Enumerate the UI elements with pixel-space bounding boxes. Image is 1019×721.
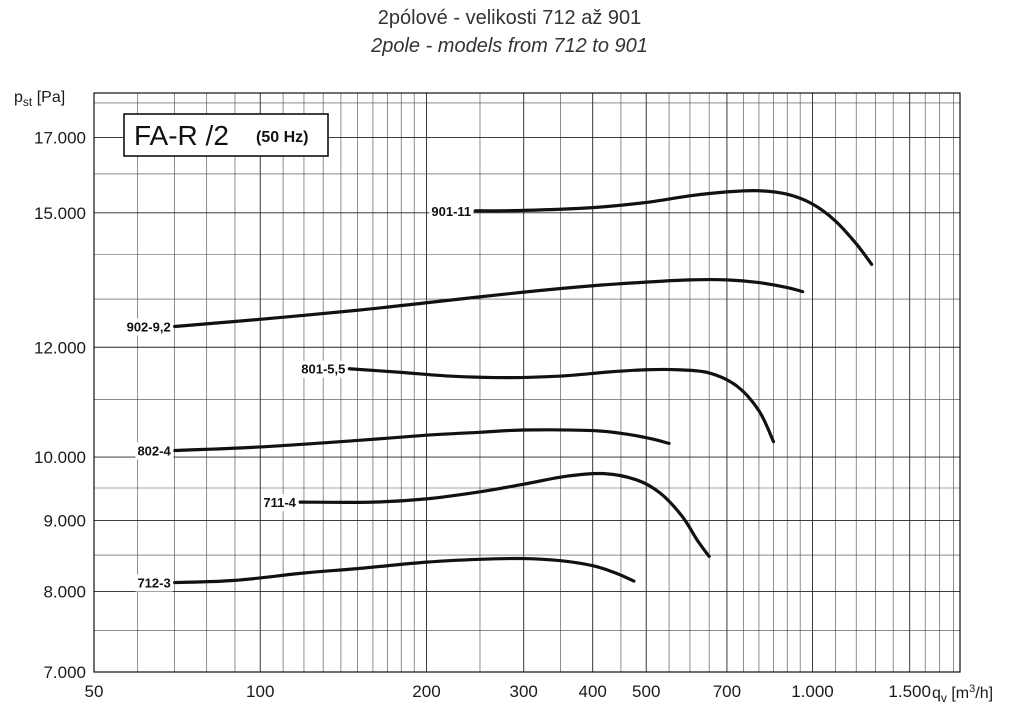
x-axis-label: qv [m3/h] [932,683,993,705]
tick-labels: 50 100 200 300 400 500 700 1.000 1.500 7.000 8.000… [34,128,931,701]
chart-title: 2pólové - velikosti 712 až 901 [377,7,642,29]
curve-801-5-5 [347,367,776,444]
curve-label-711-4: 711-4 [263,495,296,510]
curve-802-4 [173,428,671,453]
y-tick-label: 10.000 [34,448,86,467]
y-tick-label: 8.000 [43,583,86,602]
curve-711-4 [298,471,711,559]
model-box: FA-R /2 (50 Hz) [123,113,329,157]
x-axis-label-unit-sup: 3 [969,683,975,695]
y-axis-label-sub: st [23,95,33,109]
model-frequency: (50 Hz) [256,129,308,146]
curve-902-9-2 [173,277,805,329]
x-tick-label: 1.500 [888,682,931,701]
curve-712-3 [173,556,636,585]
x-tick-label: 400 [579,682,607,701]
x-tick-label: 1.000 [791,682,834,701]
x-tick-label: 500 [632,682,660,701]
curve-label-712-3: 712-3 [137,576,170,591]
y-axis-label-unit: [Pa] [32,89,65,106]
curve-label-bg [299,360,348,378]
curves: 901-11 902-9,2 801-5,5 802-4 711-4 712-3 [124,189,874,592]
y-tick-label: 12.000 [34,338,86,357]
y-tick-label: 9.000 [43,512,86,531]
curve-label-802-4: 802-4 [137,444,171,459]
x-tick-label: 700 [713,682,741,701]
chart-subtitle: 2pole - models from 712 to 901 [371,35,648,57]
x-tick-label: 200 [412,682,440,701]
y-tick-label: 15.000 [34,204,86,223]
y-tick-label: 7.000 [43,663,86,682]
y-axis-label: pst [Pa] [14,89,65,109]
curve-label-bg [429,202,474,220]
curve-label-bg [124,318,173,336]
curve-label-bg [135,442,174,460]
x-axis-label-unit-post: /h] [975,685,993,702]
x-axis-label-main: q [932,685,941,702]
curve-901-11 [473,189,874,266]
plot-frame [93,92,961,673]
curve-label-bg [135,574,173,592]
curve-label-801-5-5: 801-5,5 [301,362,345,377]
curve-label-901-11: 901-11 [431,204,471,219]
y-tick-label: 17.000 [34,128,86,147]
curve-label-bg [261,494,299,512]
grid [93,93,960,673]
x-axis-label-unit-pre: [m [947,685,969,702]
x-tick-label: 100 [246,682,274,701]
y-axis-label-main: p [14,89,23,106]
x-tick-label: 300 [510,682,538,701]
curve-label-902-9-2: 902-9,2 [127,320,171,335]
x-tick-label: 50 [85,682,104,701]
x-axis-label-sub: v [941,691,947,705]
model-name: FA-R /2 [134,120,229,151]
